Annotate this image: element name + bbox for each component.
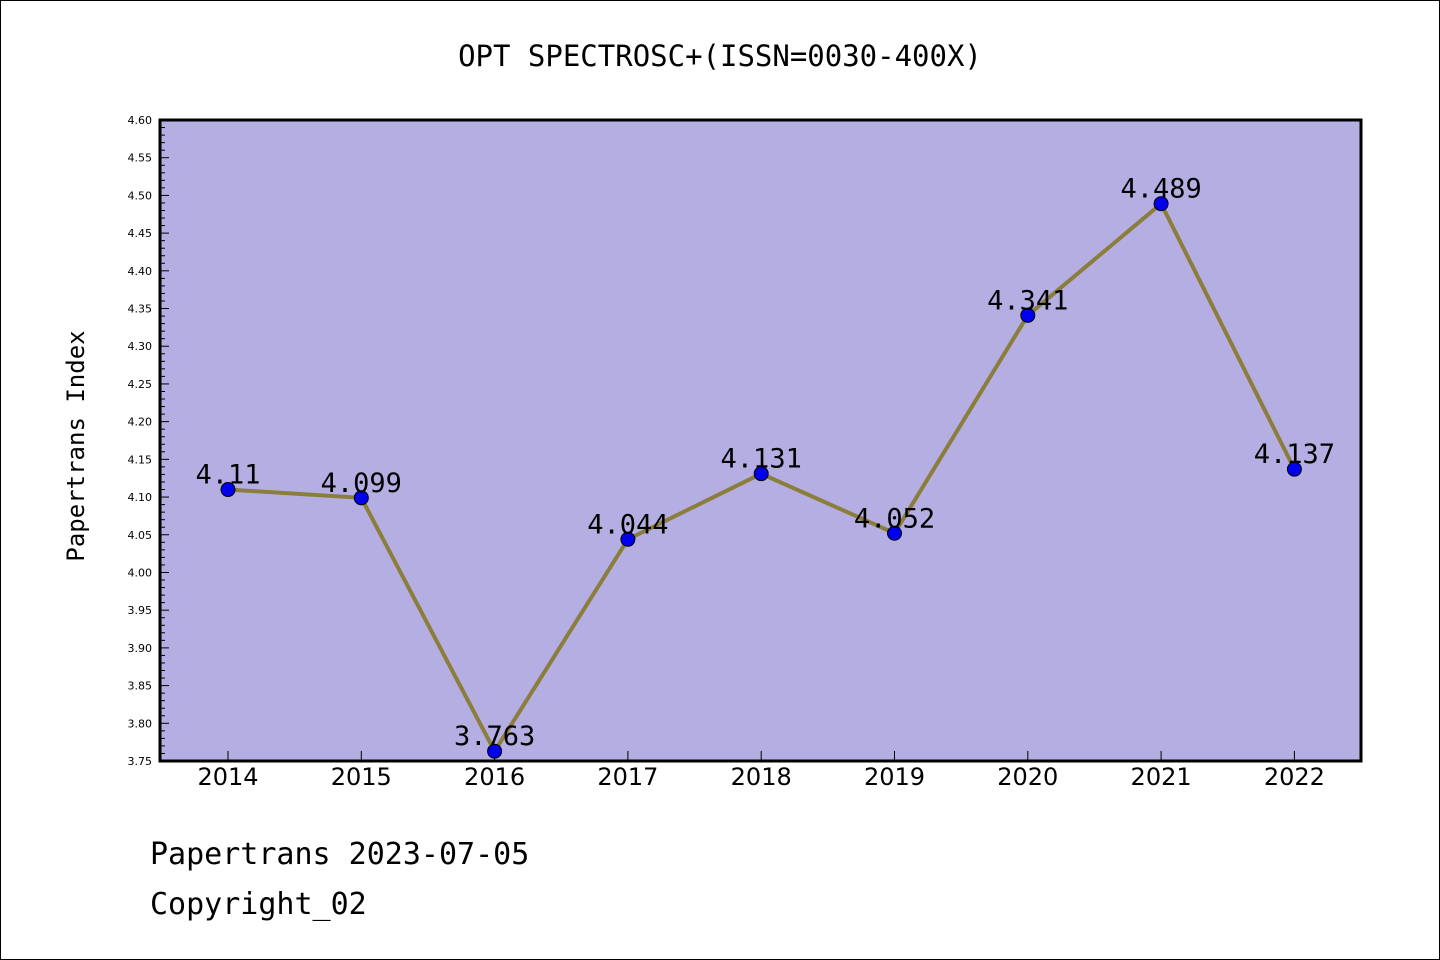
y-tick-label: 4.05	[128, 529, 153, 542]
plot-area	[160, 120, 1361, 761]
y-tick-label: 4.15	[128, 453, 153, 466]
data-point	[353, 490, 369, 506]
y-tick-label: 3.75	[128, 755, 153, 768]
data-point	[753, 466, 769, 482]
data-label: 4.11	[195, 460, 260, 491]
data-point	[1286, 461, 1302, 477]
data-point	[1020, 307, 1036, 323]
y-tick-label: 4.45	[128, 227, 153, 240]
series-markers	[220, 196, 1302, 759]
x-axis-ticks: 2014 2015 2016 2017 2018 2019 2020 2021 2022	[197, 751, 1325, 791]
y-axis-ticks: 3.75 3.80 3.85 3.90 3.95 4.00 4.05 4.10 4.15 4.20…	[128, 114, 169, 768]
data-label: 4.137	[1254, 439, 1335, 470]
y-tick-label: 4.60	[128, 114, 153, 127]
data-point	[1153, 196, 1169, 212]
data-label: 4.052	[854, 503, 935, 534]
data-labels: 4.11 4.099 3.763 4.044 4.131 4.052 4.341 4.489 4…	[195, 174, 1335, 752]
y-tick-label: 4.40	[128, 265, 153, 278]
data-label: 4.044	[587, 509, 668, 540]
data-point	[487, 743, 503, 759]
data-label: 4.099	[321, 468, 402, 499]
x-tick-label: 2022	[1264, 763, 1325, 791]
data-point	[620, 531, 636, 547]
footer-copyright: Copyright_02	[150, 887, 367, 922]
data-point	[220, 482, 236, 498]
plot-border	[158, 118, 1363, 763]
data-label: 3.763	[454, 721, 535, 752]
y-tick-label: 3.85	[128, 680, 153, 693]
y-tick-label: 4.55	[128, 152, 153, 165]
y-tick-label: 3.95	[128, 604, 153, 617]
chart-title: OPT SPECTROSC+(ISSN=0030-400X)	[458, 39, 982, 73]
y-tick-label: 4.30	[128, 340, 153, 353]
data-label: 4.489	[1120, 174, 1201, 205]
data-label: 4.131	[721, 444, 802, 475]
footer-date: Papertrans 2023-07-05	[150, 837, 529, 872]
y-tick-label: 4.35	[128, 303, 153, 316]
y-tick-label: 3.80	[128, 717, 153, 730]
y-tick-label: 4.50	[128, 189, 153, 202]
y-tick-label: 3.90	[128, 642, 153, 655]
y-tick-label: 4.20	[128, 416, 153, 429]
x-tick-label: 2019	[864, 763, 925, 791]
x-tick-label: 2015	[331, 763, 392, 791]
y-tick-label: 4.00	[128, 566, 153, 579]
x-tick-label: 2017	[597, 763, 658, 791]
y-axis-label: Papertrans Index	[62, 330, 90, 561]
x-tick-label: 2016	[464, 763, 525, 791]
x-tick-label: 2018	[731, 763, 792, 791]
y-tick-label: 4.10	[128, 491, 153, 504]
data-point	[887, 525, 902, 541]
y-tick-label: 4.25	[128, 378, 153, 391]
x-tick-label: 2021	[1131, 763, 1192, 791]
data-label: 4.341	[987, 285, 1068, 316]
x-tick-label: 2014	[197, 763, 258, 791]
x-tick-label: 2020	[997, 763, 1058, 791]
